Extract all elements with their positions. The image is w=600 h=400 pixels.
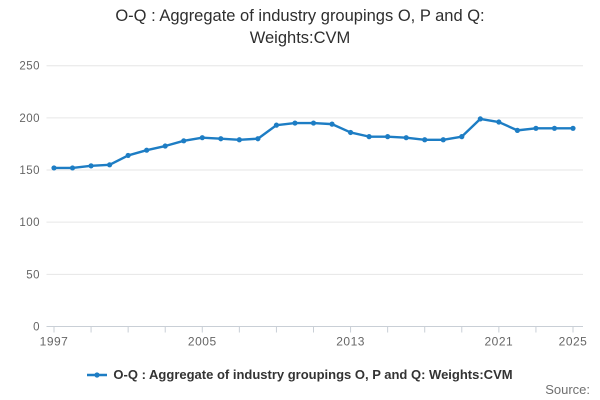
data-point[interactable]	[551, 125, 558, 131]
data-point[interactable]	[329, 121, 335, 127]
y-tick-label: 150	[19, 165, 40, 177]
y-tick-label: 200	[19, 113, 40, 125]
data-point[interactable]	[422, 137, 428, 143]
y-tick-label: 250	[19, 61, 40, 73]
y-tick-label: 0	[33, 322, 40, 334]
chart-title: O-Q : Aggregate of industry groupings O,…	[0, 5, 600, 49]
data-point[interactable]	[570, 125, 576, 131]
data-point[interactable]	[477, 116, 483, 122]
x-tick-label: 1997	[40, 335, 69, 349]
y-tick-label: 50	[26, 269, 40, 281]
data-point[interactable]	[199, 135, 205, 141]
data-point[interactable]	[273, 122, 280, 128]
data-point[interactable]	[181, 138, 187, 144]
data-point[interactable]	[125, 152, 131, 159]
x-tick-label: 2025	[559, 335, 588, 349]
data-point[interactable]	[69, 165, 76, 171]
data-point[interactable]	[255, 136, 261, 142]
legend-item[interactable]: O-Q : Aggregate of industry groupings O,…	[0, 367, 600, 382]
data-point[interactable]	[162, 143, 168, 149]
data-point[interactable]	[347, 129, 354, 136]
data-point[interactable]	[403, 135, 409, 141]
data-point[interactable]	[459, 134, 465, 140]
data-point[interactable]	[292, 120, 298, 126]
legend-marker-icon	[87, 371, 108, 378]
data-point[interactable]	[440, 137, 446, 143]
data-point[interactable]	[51, 165, 57, 171]
data-point[interactable]	[218, 136, 224, 142]
source-label: Source:	[545, 382, 590, 397]
data-point[interactable]	[107, 162, 113, 168]
x-tick-label: 2021	[485, 335, 514, 349]
data-point[interactable]	[236, 137, 242, 143]
data-point[interactable]	[88, 163, 94, 169]
data-point[interactable]	[496, 119, 502, 125]
legend-label: O-Q : Aggregate of industry groupings O,…	[113, 367, 513, 382]
series-line[interactable]	[52, 117, 575, 170]
y-tick-label: 100	[19, 217, 40, 229]
data-point[interactable]	[144, 147, 150, 153]
chart-title-text: O-Q : Aggregate of industry groupings O,…	[115, 7, 485, 47]
data-point[interactable]	[514, 127, 520, 133]
data-point[interactable]	[366, 134, 372, 140]
data-point[interactable]	[385, 134, 391, 140]
x-tick-label: 2005	[188, 335, 217, 349]
x-tick-label: 2013	[336, 335, 365, 349]
plot-area: 0 50 100 150 200 250 1997 2005 2013 2021 2025	[19, 61, 588, 349]
data-point[interactable]	[533, 125, 539, 131]
data-point[interactable]	[310, 120, 317, 126]
